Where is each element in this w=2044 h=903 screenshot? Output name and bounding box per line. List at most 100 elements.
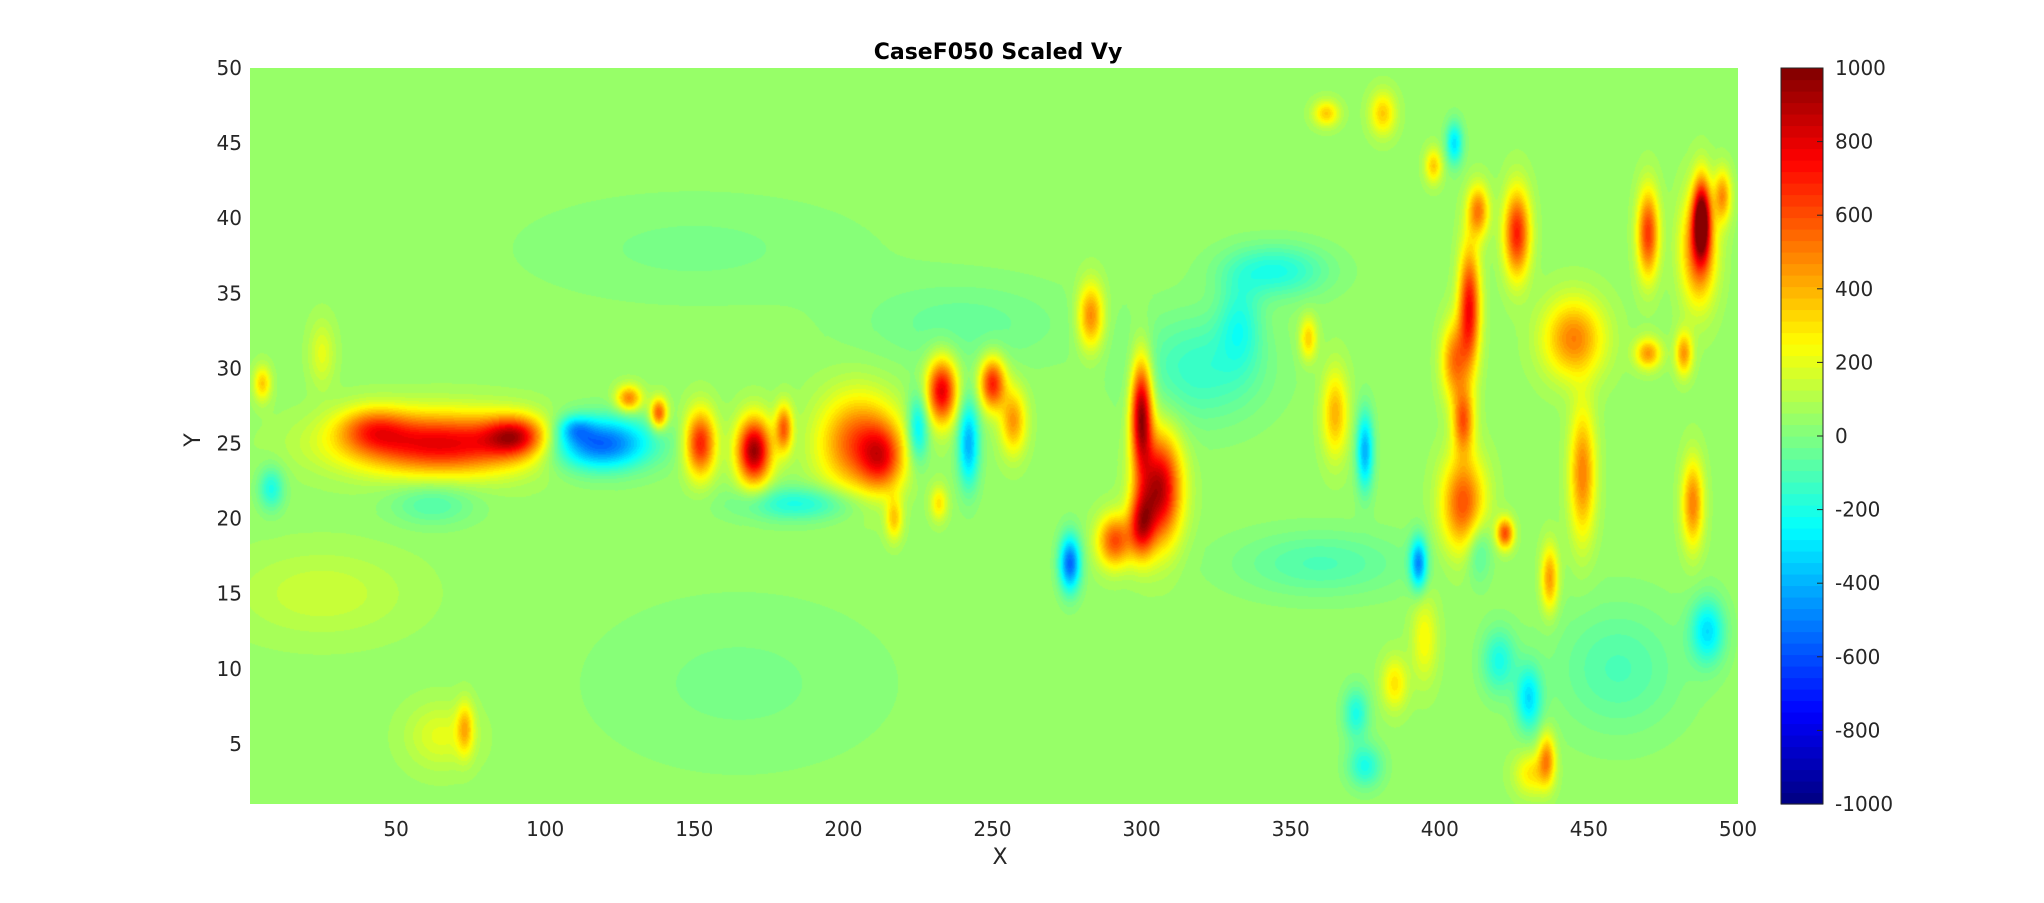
y-tick-label: 20 — [217, 507, 242, 531]
x-axis-label: X — [992, 845, 1007, 870]
y-axis: 5 10 15 20 25 30 35 40 45 50 — [217, 56, 242, 756]
colorbar-segment — [1781, 401, 1823, 414]
colorbar-segment — [1781, 528, 1823, 541]
colorbar-segment — [1781, 424, 1823, 437]
colorbar-tick-label: -600 — [1835, 645, 1880, 669]
colorbar-segment — [1781, 137, 1823, 150]
colorbar-tick-label: 600 — [1835, 203, 1873, 227]
heatmap-plot-area — [250, 68, 1738, 804]
colorbar-segment — [1781, 585, 1823, 598]
colorbar-segment — [1781, 470, 1823, 483]
y-tick-label: 50 — [217, 56, 242, 80]
colorbar-segment — [1781, 447, 1823, 460]
colorbar-segment — [1781, 482, 1823, 495]
colorbar-segment — [1781, 746, 1823, 759]
colorbar-tick-label: 400 — [1835, 277, 1873, 301]
colorbar-segment — [1781, 712, 1823, 725]
colorbar-segment — [1781, 206, 1823, 219]
colorbar-tick-label: -800 — [1835, 718, 1880, 742]
x-tick-label: 100 — [526, 817, 564, 841]
colorbar-segment — [1781, 758, 1823, 771]
colorbar-segment — [1781, 436, 1823, 449]
colorbar-tick-label: 1000 — [1835, 56, 1886, 80]
y-tick-label: 40 — [217, 206, 242, 230]
x-tick-label: 400 — [1421, 817, 1459, 841]
colorbar-segment — [1781, 309, 1823, 322]
colorbar-segment — [1781, 792, 1823, 805]
colorbar-segment — [1781, 217, 1823, 230]
colorbar-segment — [1781, 620, 1823, 633]
y-tick-label: 35 — [217, 281, 242, 305]
colorbar-tick-label: -200 — [1835, 498, 1880, 522]
colorbar-segment — [1781, 68, 1823, 81]
colorbar-ticks: 1000 800 600 400 200 0 -200 -400 -600 -800 -1000 — [1817, 56, 1893, 816]
colorbar-tick-label: 800 — [1835, 130, 1873, 154]
y-tick-label: 25 — [217, 432, 242, 456]
colorbar-segment — [1781, 229, 1823, 242]
colorbar-segment — [1781, 413, 1823, 426]
y-tick-label: 15 — [217, 582, 242, 606]
colorbar-segment — [1781, 321, 1823, 334]
colorbar-tick-label: 200 — [1835, 350, 1873, 374]
colorbar-segment — [1781, 148, 1823, 161]
y-tick-label: 45 — [217, 131, 242, 155]
colorbar-segment — [1781, 769, 1823, 782]
x-tick-label: 300 — [1123, 817, 1161, 841]
chart-title: CaseF050 Scaled Vy — [874, 40, 1123, 65]
colorbar-segment — [1781, 539, 1823, 552]
colorbar-segment — [1781, 723, 1823, 736]
colorbar-segment — [1781, 459, 1823, 472]
colorbar-segment — [1781, 240, 1823, 253]
colorbar-segment — [1781, 505, 1823, 518]
colorbar-segment — [1781, 735, 1823, 748]
colorbar-segment — [1781, 344, 1823, 357]
colorbar-segment — [1781, 171, 1823, 184]
colorbar-segment — [1781, 298, 1823, 311]
colorbar-segment — [1781, 102, 1823, 115]
colorbar-segment — [1781, 355, 1823, 368]
colorbar-segment — [1781, 367, 1823, 380]
colorbar-segment — [1781, 631, 1823, 644]
colorbar-segment — [1781, 781, 1823, 794]
colorbar-segment — [1781, 160, 1823, 173]
colorbar-segment — [1781, 700, 1823, 713]
colorbar-segment — [1781, 125, 1823, 138]
colorbar-segment — [1781, 390, 1823, 403]
colorbar — [1780, 67, 1824, 805]
colorbar-segment — [1781, 332, 1823, 345]
colorbar-segment — [1781, 79, 1823, 92]
colorbar-segment — [1781, 551, 1823, 564]
y-tick-label: 5 — [229, 732, 242, 756]
colorbar-tick-label: 0 — [1835, 424, 1848, 448]
x-axis: 50 100 150 200 250 300 350 400 450 500 — [383, 817, 1757, 841]
colorbar-segment — [1781, 252, 1823, 265]
x-tick-label: 500 — [1719, 817, 1757, 841]
x-tick-label: 350 — [1272, 817, 1310, 841]
colorbar-segment — [1781, 516, 1823, 529]
colorbar-segment — [1781, 194, 1823, 207]
colorbar-segment — [1781, 286, 1823, 299]
colorbar-segment — [1781, 654, 1823, 667]
x-tick-label: 250 — [973, 817, 1011, 841]
colorbar-segment — [1781, 574, 1823, 587]
colorbar-segment — [1781, 608, 1823, 621]
colorbar-segment — [1781, 275, 1823, 288]
colorbar-segment — [1781, 666, 1823, 679]
x-tick-label: 50 — [383, 817, 408, 841]
colorbar-segment — [1781, 493, 1823, 506]
colorbar-segment — [1781, 91, 1823, 104]
heatmap-image — [250, 68, 1738, 804]
y-tick-label: 30 — [217, 356, 242, 380]
colorbar-segment — [1781, 643, 1823, 656]
colorbar-tick-label: -400 — [1835, 571, 1880, 595]
x-tick-label: 200 — [824, 817, 862, 841]
colorbar-segment — [1781, 677, 1823, 690]
colorbar-segment — [1781, 689, 1823, 702]
colorbar-tick-label: -1000 — [1835, 792, 1893, 816]
colorbar-segment — [1781, 183, 1823, 196]
x-tick-label: 150 — [675, 817, 713, 841]
y-tick-label: 10 — [217, 657, 242, 681]
y-axis-label: Y — [181, 433, 206, 448]
colorbar-segment — [1781, 114, 1823, 127]
